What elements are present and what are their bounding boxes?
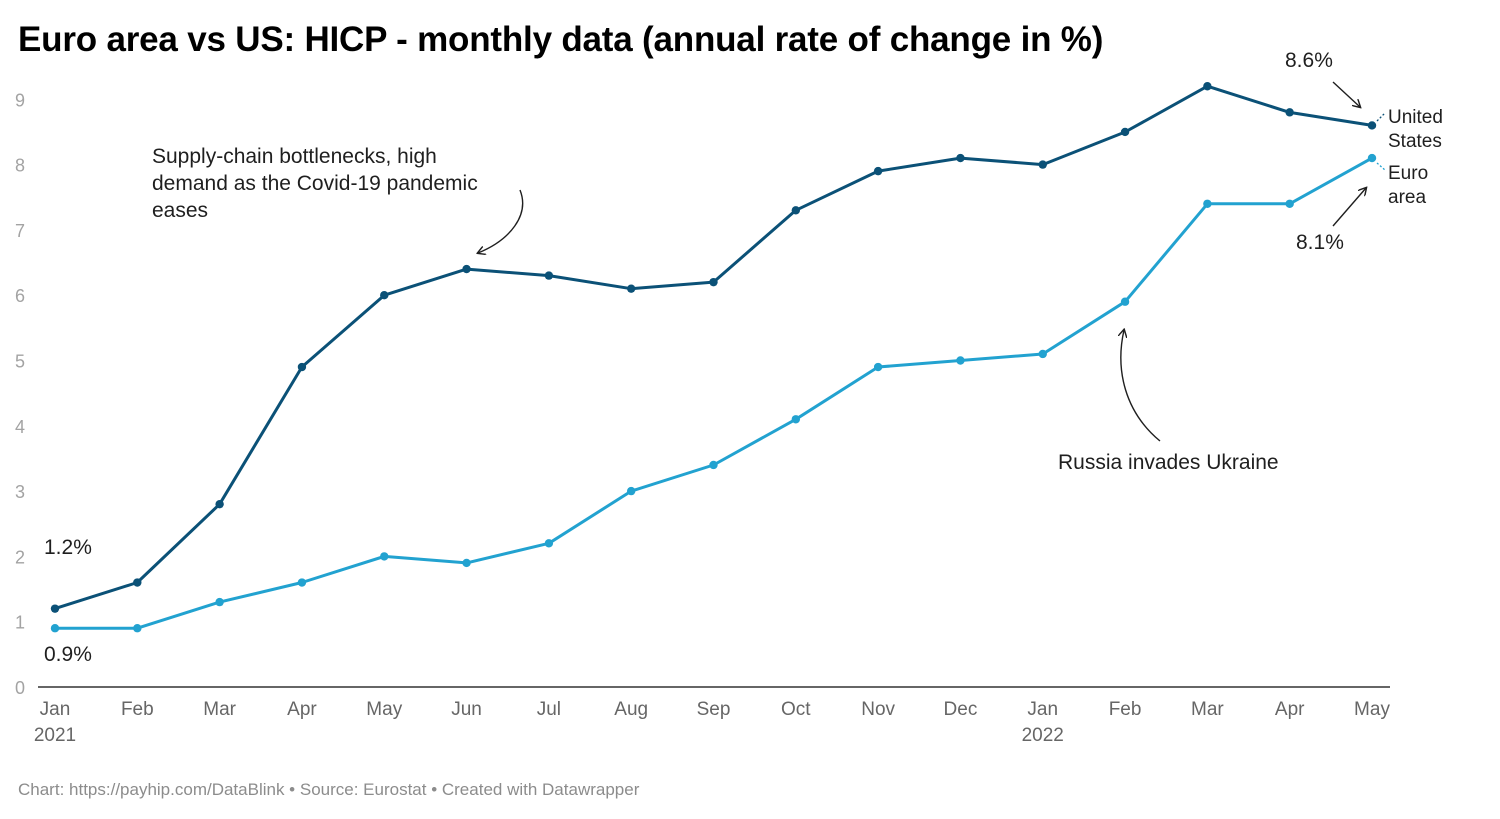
euro-area-point (1120, 297, 1130, 306)
euro-area-point (1038, 349, 1047, 359)
united-states-point (1120, 127, 1130, 137)
euro-area-point (50, 624, 60, 633)
supply-chain-annotation-line3: eases (152, 199, 208, 222)
supply-chain-annotation-line1: Supply-chain bottlenecks, high (152, 145, 437, 168)
x-tick-label: Nov (861, 699, 895, 720)
us-end-label-line2: States (1388, 131, 1442, 152)
chart-title: Euro area vs US: HICP - monthly data (an… (18, 20, 1104, 59)
x-tick-label: Feb (121, 699, 154, 720)
united-states-point (709, 277, 718, 287)
y-tick-label: 9 (15, 90, 25, 110)
united-states-point (1203, 82, 1212, 91)
x-tick-year-label: 2022 (1022, 725, 1064, 746)
x-tick-label: Mar (203, 699, 236, 720)
united-states-point (1367, 121, 1377, 130)
euro-area-point (380, 552, 389, 561)
united-states-point (544, 271, 554, 280)
ea-end-label-line1: Euro (1388, 163, 1428, 184)
united-states-point (380, 291, 389, 300)
x-tick-label: Jun (451, 699, 482, 720)
euro-area-point (791, 415, 801, 424)
x-tick-label: Aug (614, 699, 648, 720)
us-end-arrow (1332, 81, 1360, 107)
x-tick-label: Apr (287, 699, 317, 720)
euro-area-point (133, 624, 142, 633)
x-tick-label: Jan (40, 699, 71, 720)
united-states-point (791, 206, 801, 215)
euro-area-point (1203, 199, 1212, 208)
ea-end-label-connector (1376, 162, 1386, 171)
united-states-point (1285, 108, 1294, 117)
euro-area-point (709, 460, 718, 470)
chart-footer: Chart: https://payhip.com/DataBlink • So… (18, 780, 640, 799)
x-axis: Jan 2021 Feb Mar Apr May Jun Jul Aug Sep Oct Nov Dec… (34, 699, 1391, 746)
euro-area-point (462, 558, 471, 568)
y-tick-label: 6 (15, 286, 25, 306)
x-tick-label: Oct (781, 699, 811, 720)
x-tick-label: May (1354, 699, 1390, 720)
y-tick-label: 3 (15, 482, 25, 502)
x-tick-label: Mar (1191, 699, 1224, 720)
euro-area-point (215, 597, 224, 607)
euro-area-point (626, 486, 636, 496)
series-layer (50, 82, 1377, 633)
united-states-point (873, 166, 883, 176)
us-end-label-connector (1376, 112, 1386, 122)
euro-area-point (297, 578, 307, 587)
united-states-point (133, 578, 142, 587)
euro-area-point (873, 362, 883, 372)
united-states-point (956, 153, 965, 163)
y-tick-label: 2 (15, 547, 25, 567)
x-tick-label: Sep (697, 699, 731, 720)
y-tick-label: 1 (15, 613, 25, 633)
euro-area-point (956, 356, 965, 365)
ea-end-arrow (1332, 188, 1366, 227)
us-end-label-line1: United (1388, 107, 1443, 128)
y-tick-label: 8 (15, 156, 25, 176)
euro-area-point (544, 539, 554, 548)
euro-area-line (53, 156, 1374, 630)
euro-area-point (1285, 199, 1294, 208)
united-states-point (50, 604, 60, 613)
x-tick-label: Jan (1027, 699, 1058, 720)
united-states-point (626, 284, 636, 293)
y-tick-label: 0 (15, 678, 25, 698)
united-states-point (215, 499, 224, 509)
us-start-value-label: 1.2% (44, 536, 92, 559)
supply-chain-annotation-line2: demand as the Covid-19 pandemic (152, 172, 478, 195)
ea-end-label-line2: area (1388, 187, 1426, 208)
y-tick-label: 7 (15, 221, 25, 241)
y-axis: 0 1 2 3 4 5 6 7 8 9 (15, 90, 25, 698)
ea-start-value-label: 0.9% (44, 643, 92, 666)
y-tick-label: 5 (15, 352, 25, 372)
y-tick-label: 4 (15, 417, 25, 437)
united-states-point (1038, 160, 1047, 169)
united-states-point (297, 362, 307, 372)
russia-arrow (1121, 330, 1161, 442)
x-tick-label: May (366, 699, 402, 720)
russia-annotation: Russia invades Ukraine (1058, 451, 1279, 474)
x-tick-label: Feb (1109, 699, 1142, 720)
ea-end-value-label: 8.1% (1296, 231, 1344, 254)
supply-chain-arrow (478, 189, 524, 253)
x-tick-label: Dec (944, 699, 978, 720)
us-end-value-label: 8.6% (1285, 49, 1333, 72)
euro-area-point (1367, 153, 1377, 163)
x-tick-label: Apr (1275, 699, 1305, 720)
x-tick-year-label: 2021 (34, 725, 76, 746)
x-tick-label: Jul (537, 699, 561, 720)
united-states-point (462, 264, 471, 274)
